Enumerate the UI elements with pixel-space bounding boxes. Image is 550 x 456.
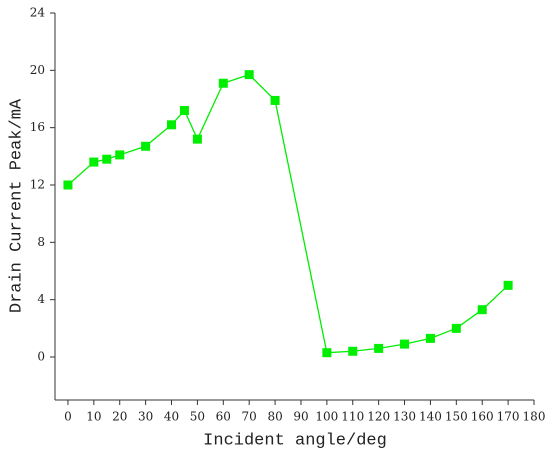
data-point (141, 141, 151, 151)
y-tick-label: 12 (30, 178, 45, 192)
data-point (192, 134, 202, 144)
x-tick-label: 100 (315, 410, 338, 424)
data-point (451, 323, 461, 333)
x-tick-label: 10 (86, 410, 101, 424)
x-tick-label: 130 (393, 410, 416, 424)
data-point (322, 348, 332, 358)
y-tick-label: 16 (30, 120, 45, 134)
x-tick-label: 90 (293, 410, 308, 424)
series-line (67, 73, 509, 354)
y-tick-label: 24 (30, 6, 46, 20)
data-point (503, 280, 513, 290)
data-point (115, 150, 125, 160)
x-tick-label: 180 (523, 410, 546, 424)
x-tick-label: 150 (445, 410, 468, 424)
x-tick-label: 140 (419, 410, 442, 424)
data-point (244, 70, 254, 80)
data-point (400, 339, 410, 349)
x-tick-label: 170 (497, 410, 520, 424)
data-point (425, 333, 435, 343)
x-tick-label: 40 (164, 410, 179, 424)
x-axis-title: Incident angle/deg (203, 431, 387, 450)
data-point (218, 78, 228, 88)
x-tick-label: 50 (190, 410, 205, 424)
y-tick-label: 8 (37, 235, 45, 249)
x-tick-label: 80 (267, 410, 282, 424)
data-point (179, 105, 189, 115)
y-axis-title: Drain Current Peak/mA (7, 98, 26, 313)
y-tick-label: 4 (37, 292, 45, 306)
data-point (89, 157, 99, 167)
x-tick-label: 70 (242, 410, 257, 424)
data-point (102, 154, 112, 164)
x-tick-label: 60 (216, 410, 231, 424)
x-tick-label: 0 (64, 410, 72, 424)
data-point (63, 180, 73, 190)
data-point (477, 305, 487, 315)
y-tick-label: 20 (30, 63, 45, 77)
x-tick-label: 120 (367, 410, 390, 424)
x-tick-label: 20 (112, 410, 127, 424)
x-tick-label: 160 (471, 410, 494, 424)
data-point (374, 343, 384, 353)
x-tick-label: 30 (138, 410, 153, 424)
data-point (348, 346, 358, 356)
data-point (270, 95, 280, 105)
x-tick-label: 110 (341, 410, 364, 424)
data-point (167, 120, 177, 130)
y-tick-label: 0 (37, 350, 45, 364)
